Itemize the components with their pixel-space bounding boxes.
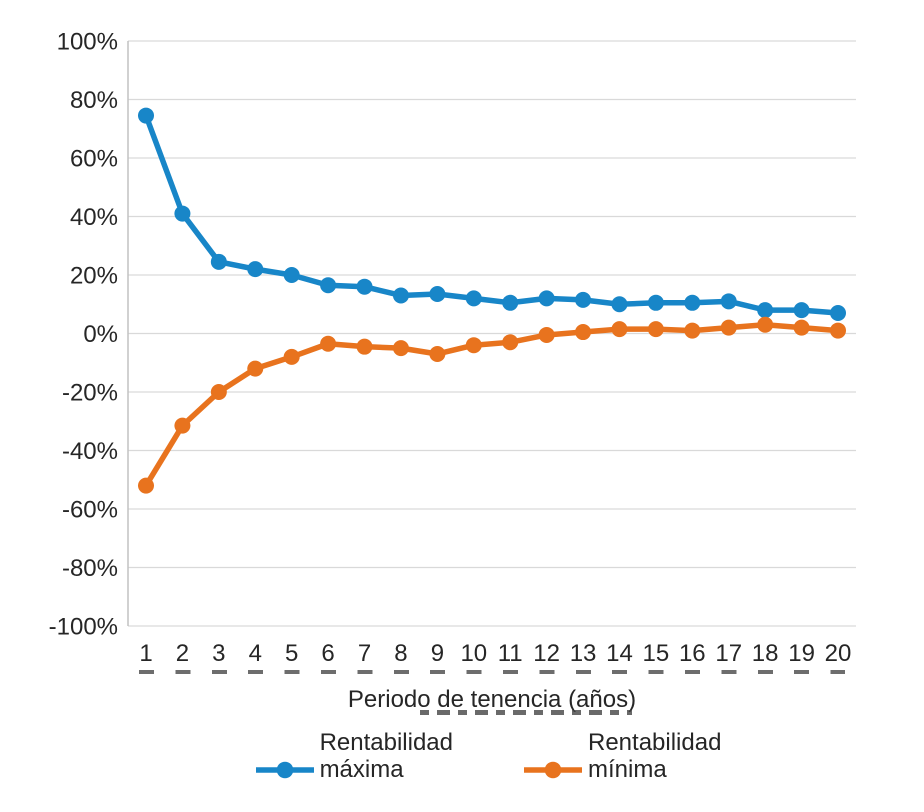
series-minima: [138, 316, 846, 494]
data-point-minima: [830, 322, 846, 339]
gridlines: [128, 40, 856, 627]
x-tick-label: 5: [285, 640, 298, 667]
data-point-minima: [356, 338, 373, 355]
legend-marker-maxima: [255, 761, 314, 778]
data-point-minima: [647, 321, 664, 338]
y-tick-label: 80%: [70, 87, 118, 114]
data-point-minima: [575, 324, 592, 341]
y-axis-labels: 100% 80% 60% 40% 20% 0% -20% -40% -60% -80% -100%: [49, 29, 118, 641]
data-point-maxima: [320, 277, 337, 294]
x-tick-label: 4: [249, 640, 262, 667]
data-point-minima: [429, 345, 446, 362]
data-point-minima: [283, 348, 300, 365]
legend-label-line1: Rentabilidad: [319, 729, 453, 756]
legend-label-line2: mínima: [588, 756, 667, 783]
y-tick-label: 20%: [70, 263, 118, 290]
series-line-maxima: [143, 112, 841, 316]
y-tick-label: -40%: [62, 438, 118, 465]
x-tick-label: 15: [643, 640, 670, 667]
data-point-minima: [210, 384, 227, 400]
data-point-maxima: [138, 107, 154, 124]
data-point-minima: [611, 321, 628, 338]
data-point-maxima: [210, 253, 227, 270]
data-point-maxima: [502, 294, 519, 311]
data-point-maxima: [757, 302, 774, 319]
data-point-minima: [757, 316, 774, 333]
data-point-maxima: [647, 294, 664, 311]
legend-label-line2: máxima: [319, 756, 404, 783]
x-tick-label: 14: [606, 640, 633, 667]
data-point-maxima: [793, 302, 810, 319]
data-point-minima: [793, 319, 810, 336]
x-tick-label: 3: [212, 640, 225, 667]
data-point-minima: [684, 322, 701, 339]
data-point-maxima: [538, 290, 555, 307]
data-point-minima: [138, 477, 154, 494]
series-line-minima: [143, 321, 841, 489]
x-tick-label: 7: [358, 640, 371, 667]
x-tick-label: 20: [825, 640, 852, 667]
data-point-maxima: [575, 291, 592, 308]
x-tick-label: 13: [570, 640, 597, 667]
data-point-maxima: [392, 287, 409, 304]
y-tick-label: 40%: [70, 204, 118, 231]
legend-entry-minima: Rentabilidad mínima: [523, 729, 721, 783]
x-tick-label: 16: [679, 640, 706, 667]
data-point-maxima: [611, 296, 628, 313]
x-axis-title: Periodo de tenencia (años): [347, 686, 637, 713]
data-point-minima: [720, 319, 737, 336]
x-tick-label: 17: [715, 640, 742, 667]
clipped-text-artifact-title: [420, 710, 632, 715]
y-tick-label: 0%: [83, 321, 118, 348]
x-tick-label: 8: [394, 640, 407, 667]
data-point-maxima: [830, 305, 846, 322]
data-point-maxima: [465, 290, 482, 307]
x-tick-label: 10: [460, 640, 487, 667]
data-point-minima: [502, 334, 519, 351]
x-tick-label: 9: [431, 640, 444, 667]
data-point-minima: [320, 335, 337, 352]
data-point-minima: [465, 337, 482, 354]
data-point-minima: [392, 340, 409, 357]
x-tick-label: 2: [176, 640, 189, 667]
x-axis-labels: 1 2 3 4 5 6 7 8 9 10 11 12 13 14 15 16 17 18 19 20: [139, 640, 851, 667]
x-tick-label: 19: [788, 640, 815, 667]
legend-entry-maxima: Rentabilidad máxima: [255, 729, 453, 783]
data-point-maxima: [684, 294, 701, 311]
data-point-maxima: [174, 205, 191, 222]
x-tick-label: 1: [139, 640, 152, 667]
y-tick-label: 60%: [70, 146, 118, 173]
x-tick-label: 12: [533, 640, 560, 667]
data-point-maxima: [356, 278, 373, 295]
legend: Rentabilidad máxima Rentabilidad mínima: [0, 729, 924, 783]
legend-label-line1: Rentabilidad: [588, 729, 722, 756]
x-tick-label: 11: [498, 640, 523, 667]
data-point-maxima: [283, 267, 300, 283]
data-point-minima: [247, 360, 264, 377]
y-tick-label: 100%: [57, 29, 118, 56]
y-tick-label: -80%: [62, 555, 118, 582]
legend-marker-minima: [524, 761, 582, 778]
x-tick-label: 6: [321, 640, 334, 667]
y-tick-label: -60%: [62, 497, 118, 524]
y-tick-label: -100%: [49, 614, 118, 641]
y-tick-label: -20%: [62, 380, 118, 407]
data-point-maxima: [429, 286, 446, 303]
series-maxima: [138, 107, 846, 322]
x-tick-label: 18: [752, 640, 779, 667]
data-point-minima: [538, 326, 555, 343]
data-point-maxima: [720, 293, 737, 310]
data-point-maxima: [247, 261, 264, 278]
data-point-minima: [174, 417, 191, 434]
clipped-text-artifact-ticks: [139, 670, 845, 674]
